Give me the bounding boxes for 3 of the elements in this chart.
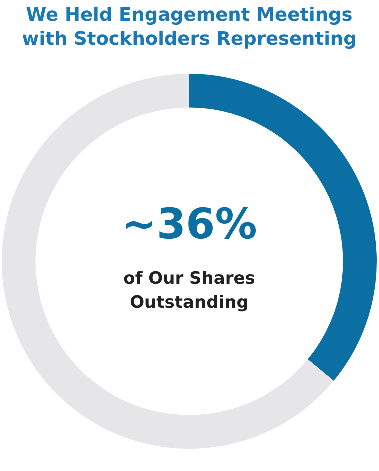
chart-title: We Held Engagement Meetings with Stockholders Representing (21, 4, 358, 52)
text: of Our Shares Outstanding (124, 268, 256, 313)
text: ~36% (122, 199, 258, 248)
